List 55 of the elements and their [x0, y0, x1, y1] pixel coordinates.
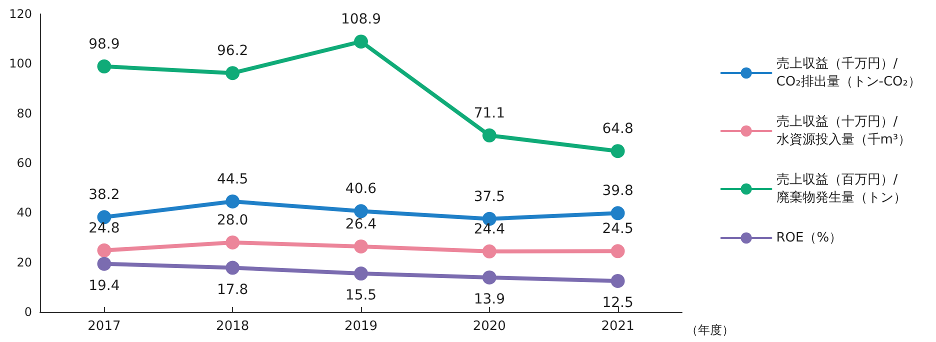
- point: [226, 66, 240, 80]
- data-label: 40.6: [345, 181, 377, 198]
- data-label: 71.1: [474, 105, 505, 122]
- y-tick-label: 20: [16, 255, 32, 270]
- y-tick-label: 60: [16, 156, 32, 170]
- data-label: 24.4: [474, 221, 506, 238]
- x-tick-label: 2018: [216, 319, 250, 334]
- data-label: 37.5: [474, 188, 505, 205]
- point: [482, 244, 496, 258]
- data-label: 39.8: [602, 183, 634, 200]
- point: [97, 256, 112, 271]
- x-tick-label: 2017: [88, 319, 121, 334]
- legend-label: 売上収益（百万円）/廃棄物発生量（トン）: [776, 172, 906, 206]
- x-tick-label: 2021: [601, 319, 634, 334]
- legend-label: 売上収益（千万円）/CO₂排出量（トン-CO₂）: [776, 56, 921, 90]
- data-label: 44.5: [217, 171, 248, 188]
- point: [610, 144, 625, 158]
- point: [354, 266, 368, 281]
- point: [482, 128, 496, 142]
- legend-label: ROE（%）: [776, 230, 842, 246]
- point: [482, 270, 496, 284]
- point: [354, 34, 368, 49]
- y-tick-label: 80: [16, 106, 32, 120]
- data-label: 24.5: [602, 221, 634, 238]
- data-label: 28.0: [217, 212, 248, 228]
- data-label: 15.5: [345, 288, 377, 304]
- point: [226, 194, 240, 208]
- point: [354, 239, 368, 254]
- point: [226, 260, 240, 275]
- point: [97, 59, 112, 74]
- x-tick-label: 2019: [344, 319, 378, 334]
- legend-label: 売上収益（十万円）/水資源投入量（千m³）: [776, 114, 912, 148]
- data-label: 13.9: [474, 291, 505, 308]
- y-tick-label: 0: [24, 305, 32, 319]
- data-label: 96.2: [217, 43, 248, 60]
- point: [97, 243, 112, 258]
- y-tick-label: 100: [9, 56, 32, 71]
- data-label: 38.2: [88, 187, 120, 204]
- data-label: 64.8: [602, 121, 634, 138]
- data-label: 98.9: [88, 36, 120, 52]
- point: [610, 274, 625, 288]
- data-label: 12.5: [602, 294, 634, 311]
- data-label: 26.4: [345, 216, 377, 232]
- data-label: 17.8: [217, 282, 248, 298]
- y-tick-label: 120: [9, 7, 32, 21]
- point: [610, 244, 625, 258]
- point: [354, 204, 368, 218]
- x-tick-label: 2020: [472, 319, 506, 334]
- data-label: 108.9: [340, 12, 382, 28]
- y-tick-label: 40: [16, 206, 32, 220]
- x-axis-title: （年度）: [686, 323, 734, 337]
- data-label: 19.4: [88, 278, 120, 294]
- point: [226, 235, 240, 250]
- point: [610, 206, 625, 220]
- data-label: 24.8: [88, 220, 120, 236]
